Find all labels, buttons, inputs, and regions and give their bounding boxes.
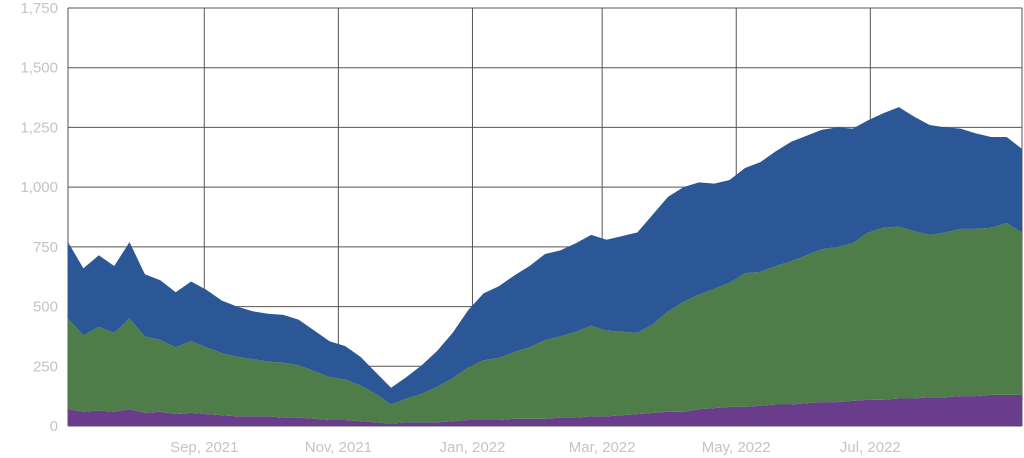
area-series-3 — [68, 107, 1022, 405]
x-tick-label: Jul, 2022 — [840, 439, 901, 456]
x-tick-label: Nov, 2021 — [305, 439, 372, 456]
y-tick-label: 250 — [33, 358, 58, 375]
y-tick-label: 0 — [50, 418, 58, 435]
area-series-group — [68, 107, 1022, 426]
x-tick-label: Jan, 2022 — [440, 439, 506, 456]
y-tick-label: 1,250 — [20, 119, 58, 136]
area-series-1 — [68, 394, 1022, 426]
y-tick-label: 1,000 — [20, 179, 58, 196]
y-tick-label: 1,750 — [20, 0, 58, 17]
x-axis-ticks: Sep, 2021 Nov, 2021 Jan, 2022 Mar, 2022 May,… — [170, 439, 901, 456]
x-tick-label: Sep, 2021 — [170, 439, 238, 456]
y-tick-label: 750 — [33, 239, 58, 256]
y-tick-label: 1,500 — [20, 60, 58, 77]
area-series-2 — [68, 223, 1022, 424]
x-tick-label: Mar, 2022 — [569, 439, 636, 456]
y-axis-ticks: 0 250 500 750 1,000 1,250 1,500 1,750 — [20, 0, 58, 435]
x-tick-label: May, 2022 — [702, 439, 771, 456]
y-tick-label: 500 — [33, 299, 58, 316]
